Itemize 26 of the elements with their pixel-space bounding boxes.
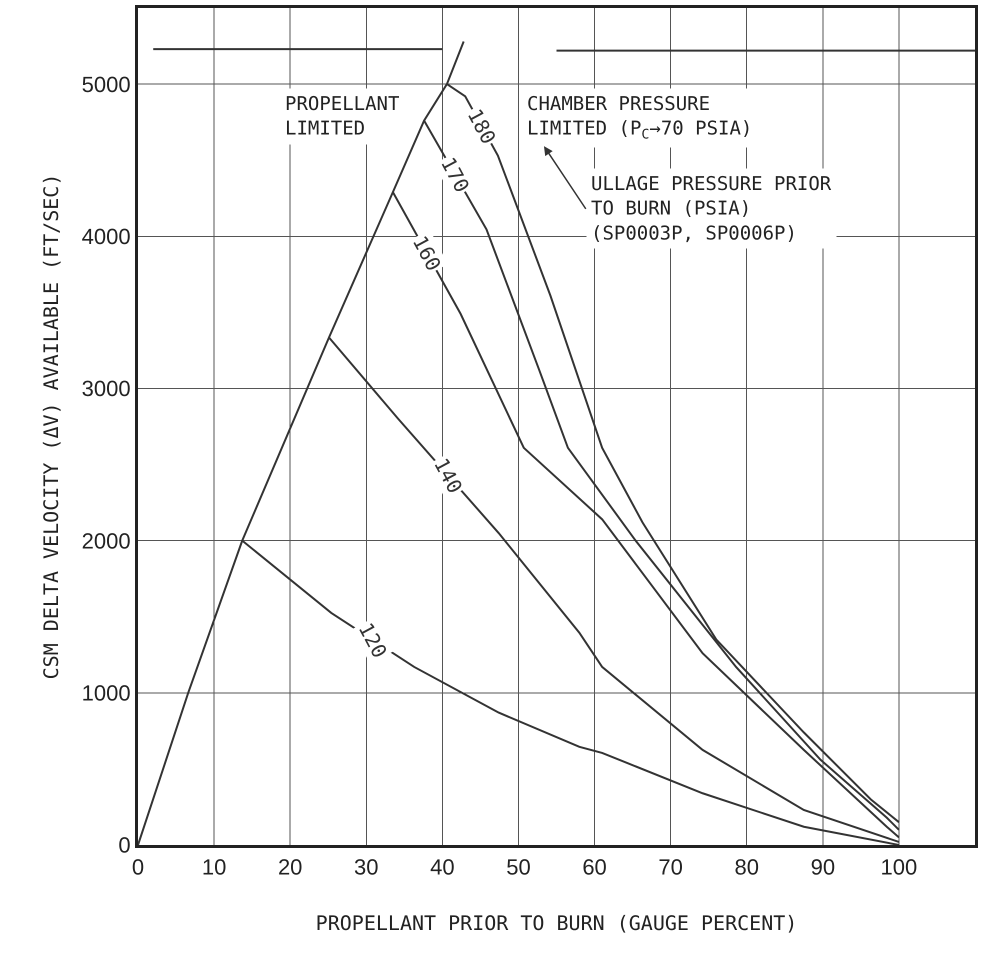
y-tick-label: 0 [118, 832, 131, 858]
x-tick-label: 30 [354, 854, 379, 880]
y-tick-label: 2000 [82, 528, 131, 554]
x-tick-label: 90 [810, 854, 836, 880]
x-tick-label: 60 [582, 854, 607, 880]
x-tick-label: 70 [658, 854, 683, 880]
annotation: CHAMBER PRESSURE LIMITED (P$_{C}$→70 PSIA) [527, 93, 752, 143]
text: 160 [408, 232, 446, 275]
x-tick-label: 80 [734, 854, 759, 880]
x-axis-title: PROPELLANT PRIOR TO BURN (GAUGE PERCENT) [316, 910, 798, 935]
text: 180 [462, 104, 501, 148]
annotation: ULLAGE PRESSURE PRIOR TO BURN (PSIA) (SP0003P, SP0006P) [591, 173, 832, 244]
x-tick-label: 100 [880, 854, 918, 880]
y-tick-label: 5000 [82, 72, 131, 97]
text: 120 [354, 618, 392, 662]
x-tick-label: 20 [278, 854, 302, 880]
y-tick-label: 4000 [82, 224, 131, 249]
y-axis-title: CSM DELTA VELOCITY (ΔV) AVAILABLE (FT/SEC) [39, 174, 64, 680]
annotation: PROPELLANT LIMITED [285, 93, 400, 140]
text: 170 [436, 153, 474, 196]
x-tick-label: 10 [202, 854, 226, 880]
y-tick-label: 3000 [82, 376, 131, 402]
text: 140 [429, 454, 468, 498]
x-tick-label: 40 [430, 854, 455, 880]
x-tick-label: 50 [506, 854, 531, 880]
y-tick-label: 1000 [82, 680, 131, 706]
